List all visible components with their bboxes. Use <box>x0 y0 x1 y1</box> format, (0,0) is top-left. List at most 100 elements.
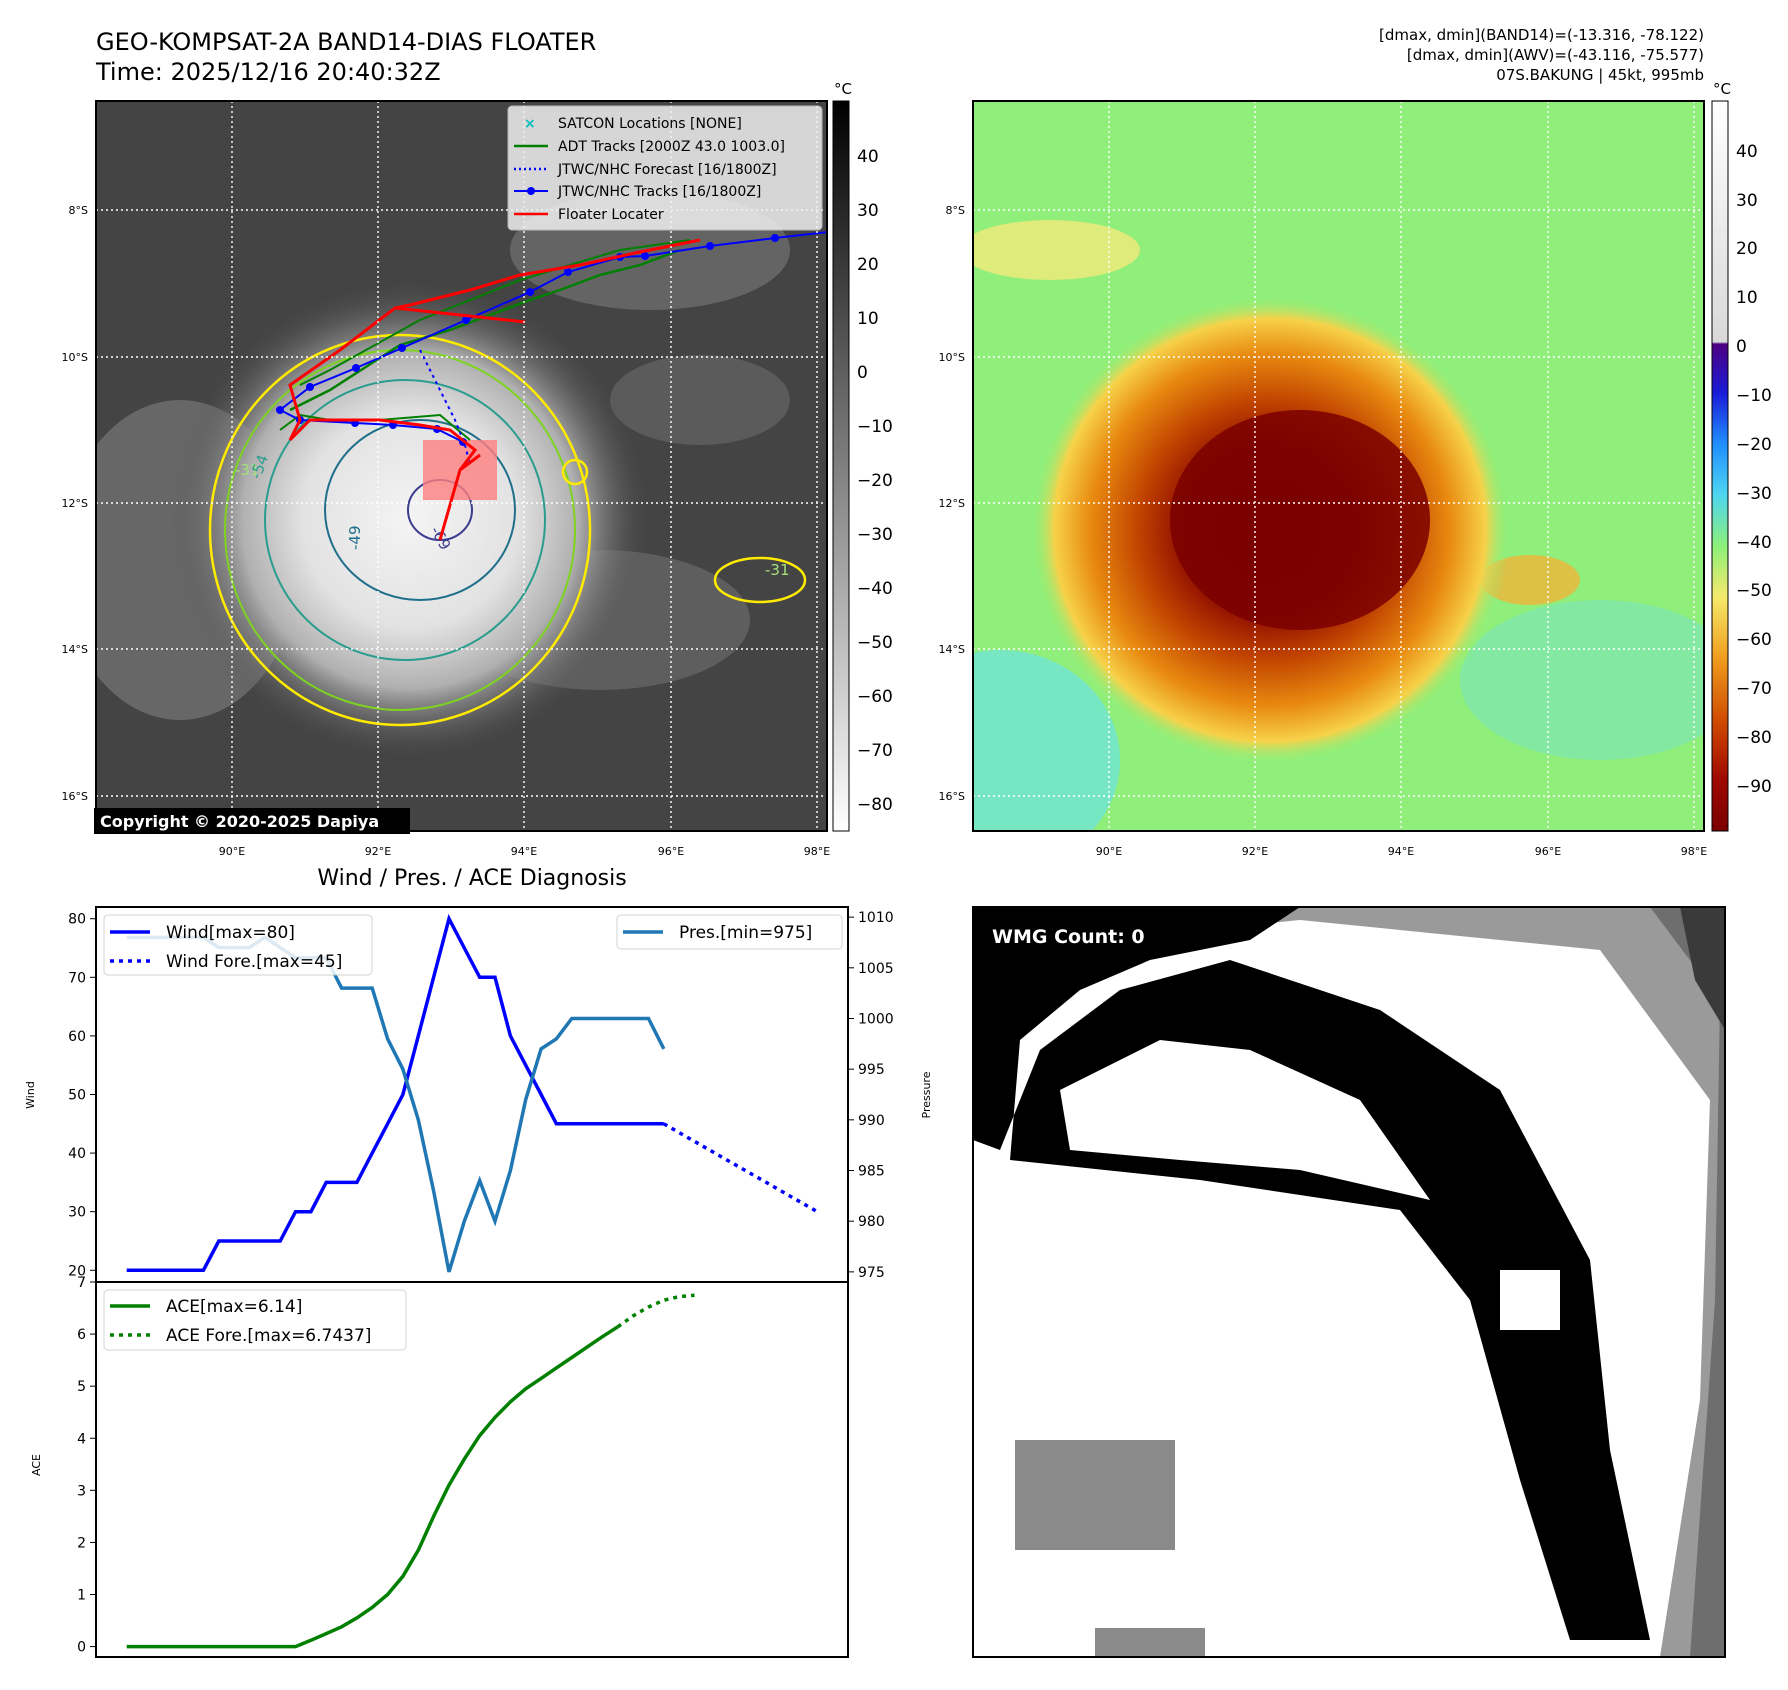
wmg-count-text: WMG Count: 0 <box>992 926 1145 948</box>
legend-floater: Floater Locater <box>558 207 664 223</box>
svg-text:−90: −90 <box>1736 777 1772 797</box>
adt-track <box>299 239 691 386</box>
svg-text:40: 40 <box>1736 142 1758 162</box>
svg-text:12°S: 12°S <box>62 497 88 510</box>
pressure-tick-label: 990 <box>858 1113 885 1129</box>
wind-tick-label: 30 <box>68 1205 86 1221</box>
color-storm-core <box>1170 410 1430 630</box>
pressure-tick-label: 1005 <box>858 961 894 977</box>
wind-axis-label: Wind <box>24 1081 37 1109</box>
svg-text:−40: −40 <box>1736 533 1772 553</box>
wmg-gray-patch <box>1015 1440 1175 1550</box>
svg-text:−20: −20 <box>857 471 893 491</box>
wmg-gray-region <box>973 907 1725 1657</box>
ir-map-frame <box>95 100 828 832</box>
svg-text:10: 10 <box>1736 288 1758 308</box>
color-cool-region <box>1460 600 1704 760</box>
wmg-gray-patch <box>1095 1628 1205 1656</box>
svg-text:−70: −70 <box>1736 679 1772 699</box>
ace-tick-label: 4 <box>77 1431 86 1447</box>
svg-text:10: 10 <box>857 309 879 329</box>
pressure-tick-label: 975 <box>858 1265 885 1281</box>
legend-ace: ACE[max=6.14] <box>166 1297 302 1317</box>
svg-text:96°E: 96°E <box>1535 845 1561 858</box>
legend-wind-fore: Wind Fore.[max=45] <box>166 952 342 972</box>
ir-colorbar-ticks: 40 30 20 10 0 −10 −20 −30 −40 −50 −60 −7… <box>857 147 893 815</box>
pressure-tick-label: 1010 <box>858 910 894 926</box>
jtwc-forecast <box>419 349 471 466</box>
svg-text:−40: −40 <box>857 579 893 599</box>
contour-dark-teal <box>324 419 516 601</box>
copyright-text: Copyright © 2020-2025 Dapiya <box>100 812 379 831</box>
wind-tick-label: 20 <box>68 1263 86 1279</box>
svg-text:−10: −10 <box>857 417 893 437</box>
copyright-badge <box>94 808 410 834</box>
legend-track: JTWC/NHC Tracks [16/1800Z] <box>557 184 761 200</box>
legend-forecast: JTWC/NHC Forecast [16/1800Z] <box>557 162 777 178</box>
ace-legend: ACE[max=6.14] ACE Fore.[max=6.7437] <box>103 1289 407 1351</box>
ace-chart: ACE 0 1 2 3 4 5 6 7 ACE[max=6.14] ACE Fore.[max… <box>30 1275 849 1658</box>
color-colorbar-ticks: 40 30 20 10 0 −10 −20 −30 −40 −50 −60 −7… <box>1736 142 1772 797</box>
svg-text:8°S: 8°S <box>946 204 965 217</box>
svg-text:10°S: 10°S <box>939 351 965 364</box>
wmg-panel: WMG Count: 0 <box>972 906 1726 1658</box>
ir-grid <box>96 101 827 831</box>
ir-lon-labels: 90°E 92°E 94°E 96°E 98°E <box>219 845 830 858</box>
ace-tick-label: 2 <box>77 1535 86 1551</box>
floater-locater-track <box>288 238 701 541</box>
wmg-count-badge <box>984 919 1164 953</box>
svg-text:90°E: 90°E <box>1096 845 1122 858</box>
wind-pressure-chart: Wind Pressure 20 30 40 50 60 70 80 975 980 985 99… <box>24 906 933 1283</box>
ace-tick-label: 5 <box>77 1379 86 1395</box>
color-colorbar-unit: °C <box>1713 80 1731 98</box>
svg-text:0: 0 <box>857 363 868 383</box>
svg-text:−30: −30 <box>1736 484 1772 504</box>
color-map-frame <box>972 100 1705 832</box>
svg-text:−20: −20 <box>1736 435 1772 455</box>
svg-text:−60: −60 <box>1736 630 1772 650</box>
wmg-darkest-region <box>1680 907 1725 1030</box>
adt-track <box>289 248 681 412</box>
legend-ace-fore: ACE Fore.[max=6.7437] <box>166 1326 371 1346</box>
ir-map-panel: -31 -54 -49 -69 -31 <box>62 80 893 858</box>
pressure-tick-label: 980 <box>858 1214 885 1230</box>
svg-text:92°E: 92°E <box>1242 845 1268 858</box>
ace-tick-label: 6 <box>77 1327 86 1343</box>
svg-text:30: 30 <box>857 201 879 221</box>
pressure-tick-label: 995 <box>858 1062 885 1078</box>
chart-title: Wind / Pres. / ACE Diagnosis <box>317 866 626 891</box>
pressure-axis-label: Pressure <box>920 1071 933 1118</box>
info-storm: 07S.BAKUNG | 45kt, 995mb <box>1496 66 1704 84</box>
contour-label: -49 <box>346 526 364 551</box>
svg-text:−30: −30 <box>857 525 893 545</box>
ace-tick-label: 1 <box>77 1588 86 1604</box>
figure-title: GEO-KOMPSAT-2A BAND14-DIAS FLOATER <box>96 28 596 56</box>
svg-text:0: 0 <box>1736 337 1747 357</box>
svg-text:20: 20 <box>857 255 879 275</box>
ace-axis-label: ACE <box>30 1454 43 1476</box>
series-line-wind-fore- <box>662 1122 819 1214</box>
svg-text:98°E: 98°E <box>804 845 830 858</box>
svg-text:−80: −80 <box>1736 728 1772 748</box>
wind-tick-label: 40 <box>68 1146 86 1162</box>
ir-colorbar-unit: °C <box>834 80 852 98</box>
wind-tick-label: 70 <box>68 970 86 986</box>
contour-yellow <box>208 333 592 727</box>
wmg-white-region <box>1060 1040 1430 1200</box>
svg-text:14°S: 14°S <box>939 643 965 656</box>
svg-text:−50: −50 <box>857 633 893 653</box>
svg-text:20: 20 <box>1736 239 1758 259</box>
legend-pres: Pres.[min=975] <box>679 923 812 943</box>
svg-text:40: 40 <box>857 147 879 167</box>
svg-text:94°E: 94°E <box>511 845 537 858</box>
color-grid <box>973 101 1704 831</box>
color-colorbar <box>1711 100 1729 832</box>
svg-text:−50: −50 <box>1736 581 1772 601</box>
wind-tick-label: 80 <box>68 912 86 928</box>
wind-tick-label: 50 <box>68 1088 86 1104</box>
color-cool-region <box>973 650 1120 831</box>
contour-yellow <box>561 458 589 486</box>
ir-legend: × SATCON Locations [NONE] ADT Tracks [20… <box>507 105 823 231</box>
info-band14: [dmax, dmin](BAND14)=(-13.316, -78.122) <box>1379 26 1704 44</box>
